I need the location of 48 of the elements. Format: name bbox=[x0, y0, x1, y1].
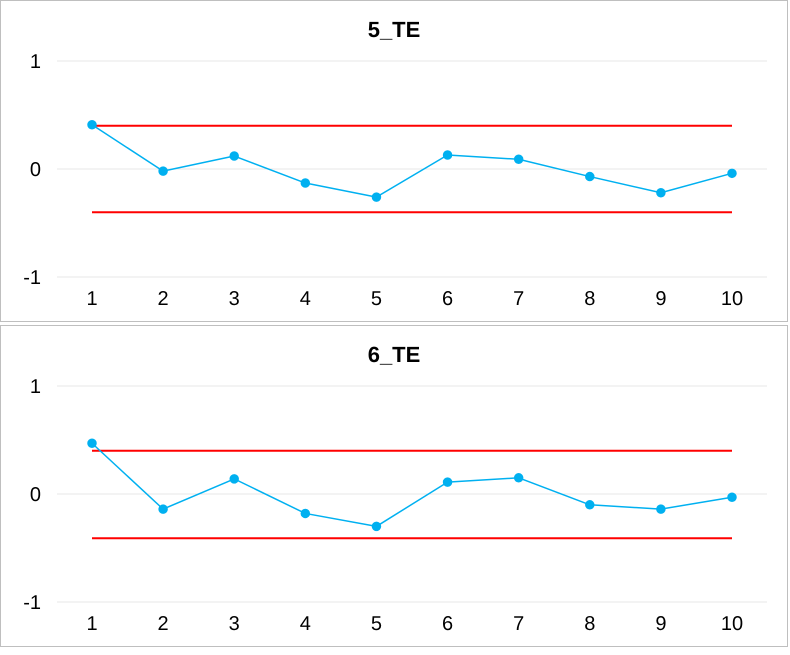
point bbox=[727, 492, 737, 502]
point bbox=[87, 120, 97, 130]
x-tick-label: 9 bbox=[655, 613, 666, 636]
x-tick-label: 5 bbox=[370, 288, 382, 310]
y-tick-label: 1 bbox=[30, 51, 41, 74]
x-tick-label: 7 bbox=[513, 288, 524, 310]
point bbox=[372, 192, 382, 202]
x-tick-label: 1 bbox=[86, 288, 98, 310]
point bbox=[300, 178, 310, 188]
point bbox=[300, 508, 310, 518]
point bbox=[585, 500, 595, 510]
point bbox=[229, 151, 239, 161]
y-tick-label: 0 bbox=[30, 159, 41, 182]
x-tick-label: 5 bbox=[370, 613, 382, 636]
point bbox=[442, 150, 452, 160]
point bbox=[727, 168, 737, 178]
chart-title: 5_TE bbox=[366, 16, 422, 44]
point bbox=[229, 474, 239, 484]
point bbox=[514, 473, 524, 483]
x-tick-label: 9 bbox=[655, 288, 666, 310]
x-tick-label: 7 bbox=[513, 613, 524, 636]
y-tick-label: 1 bbox=[30, 376, 41, 398]
y-tick-label: 0 bbox=[30, 484, 41, 506]
point bbox=[372, 522, 382, 532]
point bbox=[158, 504, 168, 514]
x-tick-label: 1 bbox=[86, 613, 98, 636]
x-tick-label: 2 bbox=[158, 288, 169, 310]
point bbox=[442, 477, 452, 487]
point bbox=[514, 154, 524, 164]
y-tick-label: -1 bbox=[23, 592, 41, 614]
chart-title: 6_TE bbox=[366, 341, 422, 369]
x-tick-label: 8 bbox=[584, 288, 596, 310]
x-tick-label: 10 bbox=[720, 288, 744, 310]
x-tick-label: 4 bbox=[300, 613, 311, 636]
point bbox=[656, 504, 666, 514]
point bbox=[585, 172, 595, 182]
x-tick-label: 4 bbox=[300, 288, 311, 310]
x-tick-label: 6 bbox=[442, 288, 454, 310]
point bbox=[87, 438, 97, 448]
y-tick-label: -1 bbox=[23, 267, 41, 290]
x-tick-label: 6 bbox=[442, 613, 454, 636]
point bbox=[656, 188, 666, 198]
x-tick-label: 10 bbox=[720, 613, 744, 636]
x-tick-label: 2 bbox=[158, 613, 169, 636]
point bbox=[158, 166, 168, 176]
x-tick-label: 3 bbox=[228, 613, 240, 636]
x-tick-label: 3 bbox=[228, 288, 240, 310]
x-tick-label: 8 bbox=[584, 613, 596, 636]
